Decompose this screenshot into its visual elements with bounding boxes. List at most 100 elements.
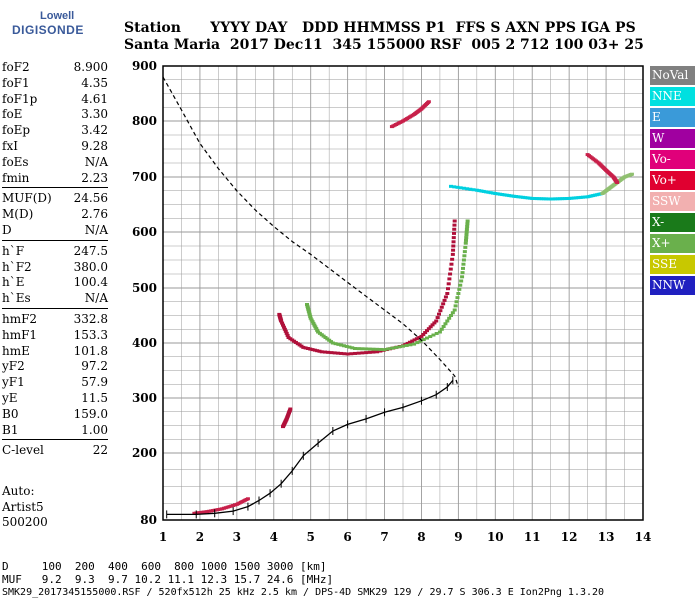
echo-point: [446, 287, 450, 291]
echo-point: [279, 319, 284, 323]
echo-point: [497, 192, 502, 196]
param-label: h`F2: [2, 259, 32, 274]
echo-point: [426, 100, 431, 104]
param-value: 159.0: [73, 406, 108, 421]
echo-point: [285, 333, 290, 337]
echo-point: [471, 188, 476, 192]
footer-info: SMK29_2017345155000.RSF / 520fx512h 25 k…: [2, 587, 605, 598]
echo-point: [408, 343, 413, 347]
echo-point: [500, 193, 505, 197]
y-tick-label: 600: [132, 225, 157, 239]
echo-point: [426, 327, 431, 331]
echo-point: [306, 309, 311, 313]
echo-point: [443, 322, 448, 326]
echo-point: [581, 195, 585, 199]
header-labels: Station YYYY DAY DDD HHMMSS P1 FFS S AXN…: [124, 20, 636, 36]
param-label: hmE: [2, 343, 30, 358]
scaled-parameters-panel: foF2 8.900 foF1 4.35 foF1p 4.61 foE 3.30 foEp 3.4…: [0, 0, 112, 600]
echo-point: [451, 244, 456, 248]
param-label: h`Es: [2, 291, 31, 306]
echo-point: [432, 321, 437, 325]
autoscaler-name: Artist5: [2, 500, 44, 514]
echo-point: [437, 312, 441, 316]
echo-point: [412, 338, 417, 342]
echo-point: [567, 196, 572, 200]
legend-entry: NoVal: [650, 66, 695, 85]
echo-point: [375, 350, 380, 354]
legend-entry: X-: [650, 213, 695, 232]
echo-point: [283, 329, 288, 333]
param-divider: [2, 187, 108, 189]
echo-point: [335, 351, 340, 355]
echo-point: [459, 279, 464, 283]
param-label: foEs: [2, 154, 29, 169]
echo-point: [442, 298, 447, 302]
param-value: 4.35: [81, 75, 108, 90]
echo-point: [421, 338, 426, 342]
param-value: 3.30: [81, 107, 108, 122]
param-value: 100.4: [73, 275, 108, 290]
echo-point: [454, 300, 459, 304]
param-divider: [2, 439, 108, 441]
autoscaler-label: Auto:: [2, 484, 35, 498]
echo-point: [461, 262, 466, 266]
param-label: B1: [2, 422, 19, 437]
param-label: hmF2: [2, 312, 38, 326]
echo-point: [281, 323, 285, 327]
autoscaler-version: 500200: [2, 515, 48, 529]
echo-point: [310, 348, 315, 352]
echo-point: [544, 197, 549, 201]
echo-point: [562, 197, 567, 201]
echo-point: [449, 184, 453, 188]
d-scale-row: D 100 200 400 600 800 1000 1500 3000 [km…: [2, 560, 327, 573]
echo-point: [356, 347, 361, 351]
logo-text-digisonde: DIGISONDE: [12, 23, 84, 37]
echo-point: [349, 352, 354, 356]
echo-point: [530, 196, 535, 200]
echo-point: [450, 311, 455, 315]
echo-point: [371, 347, 376, 351]
echo-point: [438, 309, 443, 313]
param-value: 9.28: [81, 139, 108, 153]
y-tick-label: 200: [132, 446, 157, 460]
echo-point: [397, 345, 402, 349]
echo-point: [353, 347, 357, 350]
echo-point: [464, 238, 468, 242]
echo-point: [382, 348, 387, 352]
echo-point: [447, 277, 452, 281]
echo-point: [378, 347, 383, 351]
echo-point: [301, 345, 306, 349]
echo-point: [412, 342, 417, 346]
echo-point: [464, 236, 469, 240]
echo-point: [428, 335, 433, 339]
echo-point: [464, 230, 469, 234]
x-tick-label: 14: [635, 530, 652, 544]
param-label: B0: [2, 406, 19, 421]
echo-point: [551, 197, 555, 201]
echo-point: [326, 350, 331, 354]
param-label: yE: [2, 391, 18, 405]
param-value: 101.8: [73, 343, 108, 358]
param-label: hmF1: [2, 327, 38, 342]
param-value: 57.9: [81, 375, 108, 390]
echo-point: [546, 197, 551, 201]
echo-point: [463, 245, 468, 249]
echo-point: [323, 350, 327, 354]
echo-point: [367, 347, 372, 351]
echo-point: [560, 197, 565, 201]
param-label: M(D): [2, 207, 34, 222]
echo-point: [350, 346, 355, 350]
echo-point: [344, 344, 349, 348]
echo-point: [452, 219, 457, 223]
echo-point: [465, 225, 470, 228]
y-tick-label: 80: [140, 513, 157, 527]
header-values: Santa Maria 2017 Dec11 345 155000 RSF 00…: [124, 37, 644, 53]
echo-point: [448, 272, 453, 276]
echo-point: [453, 304, 458, 308]
logo-text-lowell: Lowell: [40, 10, 75, 22]
echo-point: [462, 250, 467, 254]
echo-point: [404, 343, 409, 347]
param-value: N/A: [84, 154, 108, 169]
echo-point: [347, 345, 352, 349]
echo-point: [311, 321, 316, 325]
